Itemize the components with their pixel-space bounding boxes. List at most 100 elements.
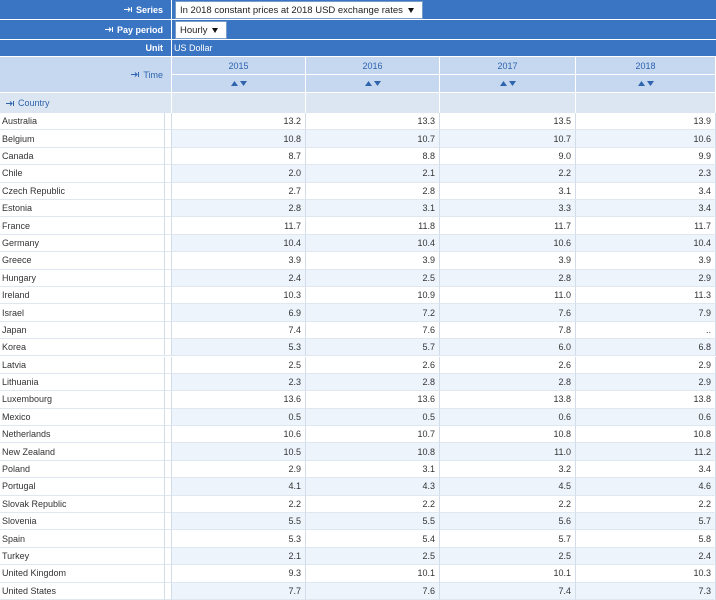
value-cell: 2.4 bbox=[172, 269, 306, 287]
value-cell: 3.1 bbox=[306, 460, 440, 479]
value-cell: 2.9 bbox=[576, 373, 716, 392]
spacer-cell bbox=[165, 565, 172, 583]
label-text: Country bbox=[18, 98, 50, 108]
value-cell: 2.8 bbox=[172, 199, 306, 218]
value-cell: 13.8 bbox=[576, 391, 716, 409]
value-cell: 3.4 bbox=[576, 460, 716, 479]
country-name: Greece bbox=[0, 252, 165, 270]
spacer-cell bbox=[165, 286, 172, 305]
spacer-cell bbox=[165, 165, 172, 183]
country-header-cell bbox=[172, 93, 306, 113]
value-cell: 3.4 bbox=[576, 199, 716, 218]
value-cell: 10.6 bbox=[440, 234, 576, 253]
spacer-cell bbox=[165, 373, 172, 392]
value-cell: 11.0 bbox=[440, 286, 576, 305]
value-cell: 4.6 bbox=[576, 478, 716, 496]
value-cell: 7.3 bbox=[576, 582, 716, 600]
country-name: Slovak Republic bbox=[0, 495, 165, 514]
value-cell: 3.4 bbox=[576, 182, 716, 200]
year-header: 2015 bbox=[172, 57, 306, 75]
value-cell: 10.8 bbox=[576, 426, 716, 444]
value-cell: 2.5 bbox=[440, 547, 576, 566]
value-cell: .. bbox=[576, 321, 716, 340]
spacer-cell bbox=[165, 478, 172, 496]
value-cell: 5.3 bbox=[172, 530, 306, 548]
value-cell: 3.9 bbox=[440, 252, 576, 270]
expand-icon bbox=[131, 72, 140, 77]
sort-buttons[interactable] bbox=[172, 75, 306, 93]
value-cell: 5.5 bbox=[306, 513, 440, 531]
expand-icon bbox=[104, 27, 113, 32]
value-cell: 10.8 bbox=[440, 426, 576, 444]
time-label: Time bbox=[0, 57, 172, 93]
spacer-cell bbox=[165, 547, 172, 566]
year-header: 2018 bbox=[576, 57, 716, 75]
value-cell: 13.8 bbox=[440, 391, 576, 409]
value-cell: 5.6 bbox=[440, 513, 576, 531]
unit-label: Unit bbox=[0, 40, 172, 57]
sort-icons[interactable] bbox=[499, 80, 517, 87]
country-name: Luxembourg bbox=[0, 391, 165, 409]
spacer-cell bbox=[165, 321, 172, 340]
value-cell: 0.5 bbox=[306, 408, 440, 427]
value-cell: 3.9 bbox=[576, 252, 716, 270]
series-dropdown[interactable]: In 2018 constant prices at 2018 USD exch… bbox=[175, 1, 423, 19]
value-cell: 2.2 bbox=[172, 495, 306, 514]
dropdown-arrow bbox=[407, 7, 414, 13]
value-cell: 2.6 bbox=[440, 356, 576, 374]
value-cell: 13.9 bbox=[576, 113, 716, 131]
dropdown-value: Hourly bbox=[180, 24, 208, 36]
spacer-cell bbox=[165, 304, 172, 322]
sort-buttons[interactable] bbox=[440, 75, 576, 93]
value-cell: 11.2 bbox=[576, 443, 716, 461]
country-name: Belgium bbox=[0, 130, 165, 148]
sort-buttons[interactable] bbox=[306, 75, 440, 93]
value-cell: 5.5 bbox=[172, 513, 306, 531]
pay-period-dropdown[interactable]: Hourly bbox=[175, 21, 227, 39]
spacer-cell bbox=[165, 513, 172, 531]
spacer-cell bbox=[165, 234, 172, 253]
spacer-cell bbox=[165, 130, 172, 148]
value-cell: 10.7 bbox=[440, 130, 576, 148]
value-cell: 9.9 bbox=[576, 147, 716, 166]
country-name: Poland bbox=[0, 460, 165, 479]
value-cell: 7.6 bbox=[306, 321, 440, 340]
value-cell: 3.1 bbox=[306, 199, 440, 218]
value-cell: 7.8 bbox=[440, 321, 576, 340]
value-cell: 2.8 bbox=[440, 373, 576, 392]
value-cell: 3.3 bbox=[440, 199, 576, 218]
value-cell: 5.4 bbox=[306, 530, 440, 548]
value-cell: 7.4 bbox=[440, 582, 576, 600]
spacer-cell bbox=[165, 426, 172, 444]
sort-icons[interactable] bbox=[230, 80, 248, 87]
value-cell: 7.2 bbox=[306, 304, 440, 322]
value-cell: 5.7 bbox=[576, 513, 716, 531]
spacer-cell bbox=[165, 113, 172, 131]
spacer-cell bbox=[165, 582, 172, 600]
sort-icons[interactable] bbox=[364, 80, 382, 87]
sort-buttons[interactable] bbox=[576, 75, 716, 93]
country-name: United States bbox=[0, 582, 165, 600]
country-name: Slovenia bbox=[0, 513, 165, 531]
spacer-cell bbox=[165, 530, 172, 548]
value-cell: 10.7 bbox=[306, 130, 440, 148]
spacer-cell bbox=[165, 408, 172, 427]
country-name: Japan bbox=[0, 321, 165, 340]
sort-icons[interactable] bbox=[637, 80, 655, 87]
country-header-cell bbox=[576, 93, 716, 113]
value-cell: 10.8 bbox=[172, 130, 306, 148]
value-cell: 7.6 bbox=[306, 582, 440, 600]
country-name: Lithuania bbox=[0, 373, 165, 392]
spacer-cell bbox=[165, 182, 172, 200]
country-name: Australia bbox=[0, 113, 165, 131]
value-cell: 3.9 bbox=[172, 252, 306, 270]
country-name: Turkey bbox=[0, 547, 165, 566]
spacer-cell bbox=[165, 269, 172, 287]
value-cell: 9.0 bbox=[440, 147, 576, 166]
year-header: 2016 bbox=[306, 57, 440, 75]
value-cell: 13.6 bbox=[306, 391, 440, 409]
value-cell: 13.2 bbox=[172, 113, 306, 131]
country-name: Israel bbox=[0, 304, 165, 322]
value-cell: 10.3 bbox=[576, 565, 716, 583]
